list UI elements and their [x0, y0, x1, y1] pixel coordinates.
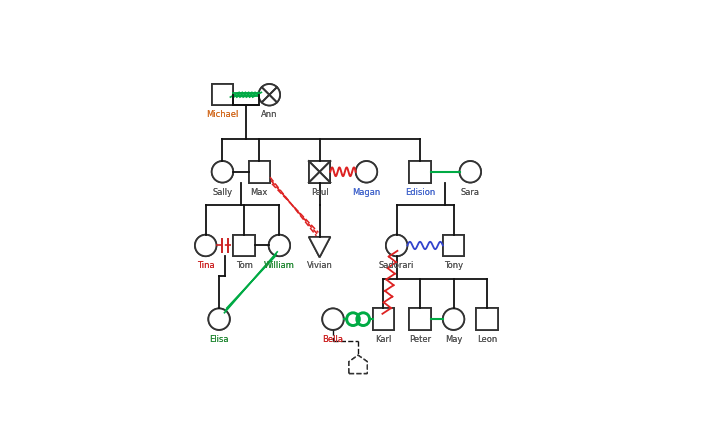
Text: Magan: Magan [352, 187, 380, 196]
Text: Magan: Magan [352, 187, 380, 196]
Text: Elisa: Elisa [209, 334, 229, 343]
Text: Tom: Tom [236, 260, 253, 270]
Bar [373, 309, 394, 330]
Text: Karl: Karl [375, 334, 392, 343]
Bar [477, 309, 498, 330]
Polygon shape [349, 355, 367, 374]
Text: Peter: Peter [409, 334, 431, 343]
Bar [409, 162, 431, 183]
Bar [409, 309, 431, 330]
Text: Leon: Leon [477, 334, 497, 343]
Text: Tom: Tom [236, 260, 253, 270]
Text: William: William [264, 260, 295, 270]
Circle shape [195, 235, 216, 256]
Circle shape [212, 162, 233, 183]
Polygon shape [349, 355, 367, 374]
Text: Tony: Tony [444, 260, 463, 270]
Bar [212, 85, 233, 106]
Text: Max: Max [251, 187, 268, 196]
Text: Peter: Peter [409, 334, 431, 343]
Text: Paul: Paul [311, 187, 329, 196]
Bar [249, 162, 270, 183]
Bar [409, 162, 431, 183]
Text: Ann: Ann [261, 110, 277, 119]
Text: Edision: Edision [405, 187, 435, 196]
Circle shape [322, 309, 344, 330]
Text: Michael: Michael [206, 110, 239, 119]
Circle shape [322, 309, 344, 330]
Circle shape [386, 235, 407, 256]
Text: Sadorari: Sadorari [379, 260, 414, 270]
Text: May: May [445, 334, 462, 343]
Text: Leon: Leon [477, 334, 497, 343]
Bar [234, 235, 255, 256]
Circle shape [212, 162, 233, 183]
Text: Paul: Paul [311, 187, 329, 196]
Bar [477, 309, 498, 330]
Circle shape [208, 309, 230, 330]
Text: Sadorari: Sadorari [379, 260, 414, 270]
Text: Michael: Michael [206, 110, 239, 119]
Text: Bella: Bella [322, 334, 343, 343]
Text: May: May [445, 334, 462, 343]
Bar [443, 235, 464, 256]
Bar [373, 309, 394, 330]
Circle shape [356, 162, 377, 183]
Circle shape [258, 85, 280, 106]
Text: Sara: Sara [461, 187, 479, 196]
Text: Tina: Tina [197, 260, 215, 270]
Bar [309, 162, 331, 183]
Circle shape [258, 85, 280, 106]
Text: Sally: Sally [213, 187, 232, 196]
Text: Edision: Edision [405, 187, 435, 196]
Polygon shape [349, 355, 367, 374]
Text: Max: Max [251, 187, 268, 196]
Text: William: William [264, 260, 295, 270]
Circle shape [208, 309, 230, 330]
Polygon shape [309, 237, 331, 258]
Bar [309, 162, 331, 183]
Circle shape [460, 162, 481, 183]
Bar [409, 309, 431, 330]
Polygon shape [309, 237, 331, 258]
Circle shape [195, 235, 216, 256]
Text: Elisa: Elisa [209, 334, 229, 343]
Text: Vivian: Vivian [307, 260, 333, 270]
Text: Karl: Karl [375, 334, 392, 343]
Bar [249, 162, 270, 183]
Circle shape [443, 309, 464, 330]
Circle shape [269, 235, 290, 256]
Text: Vivian: Vivian [307, 260, 333, 270]
Circle shape [386, 235, 407, 256]
Text: Sally: Sally [213, 187, 232, 196]
Bar [443, 235, 464, 256]
Bar [234, 235, 255, 256]
Text: Tina: Tina [197, 260, 215, 270]
Text: Tony: Tony [444, 260, 463, 270]
Circle shape [356, 162, 377, 183]
Circle shape [443, 309, 464, 330]
Text: Bella: Bella [322, 334, 343, 343]
Circle shape [269, 235, 290, 256]
Circle shape [460, 162, 481, 183]
Text: Ann: Ann [261, 110, 277, 119]
Bar [212, 85, 233, 106]
Text: Sara: Sara [461, 187, 479, 196]
